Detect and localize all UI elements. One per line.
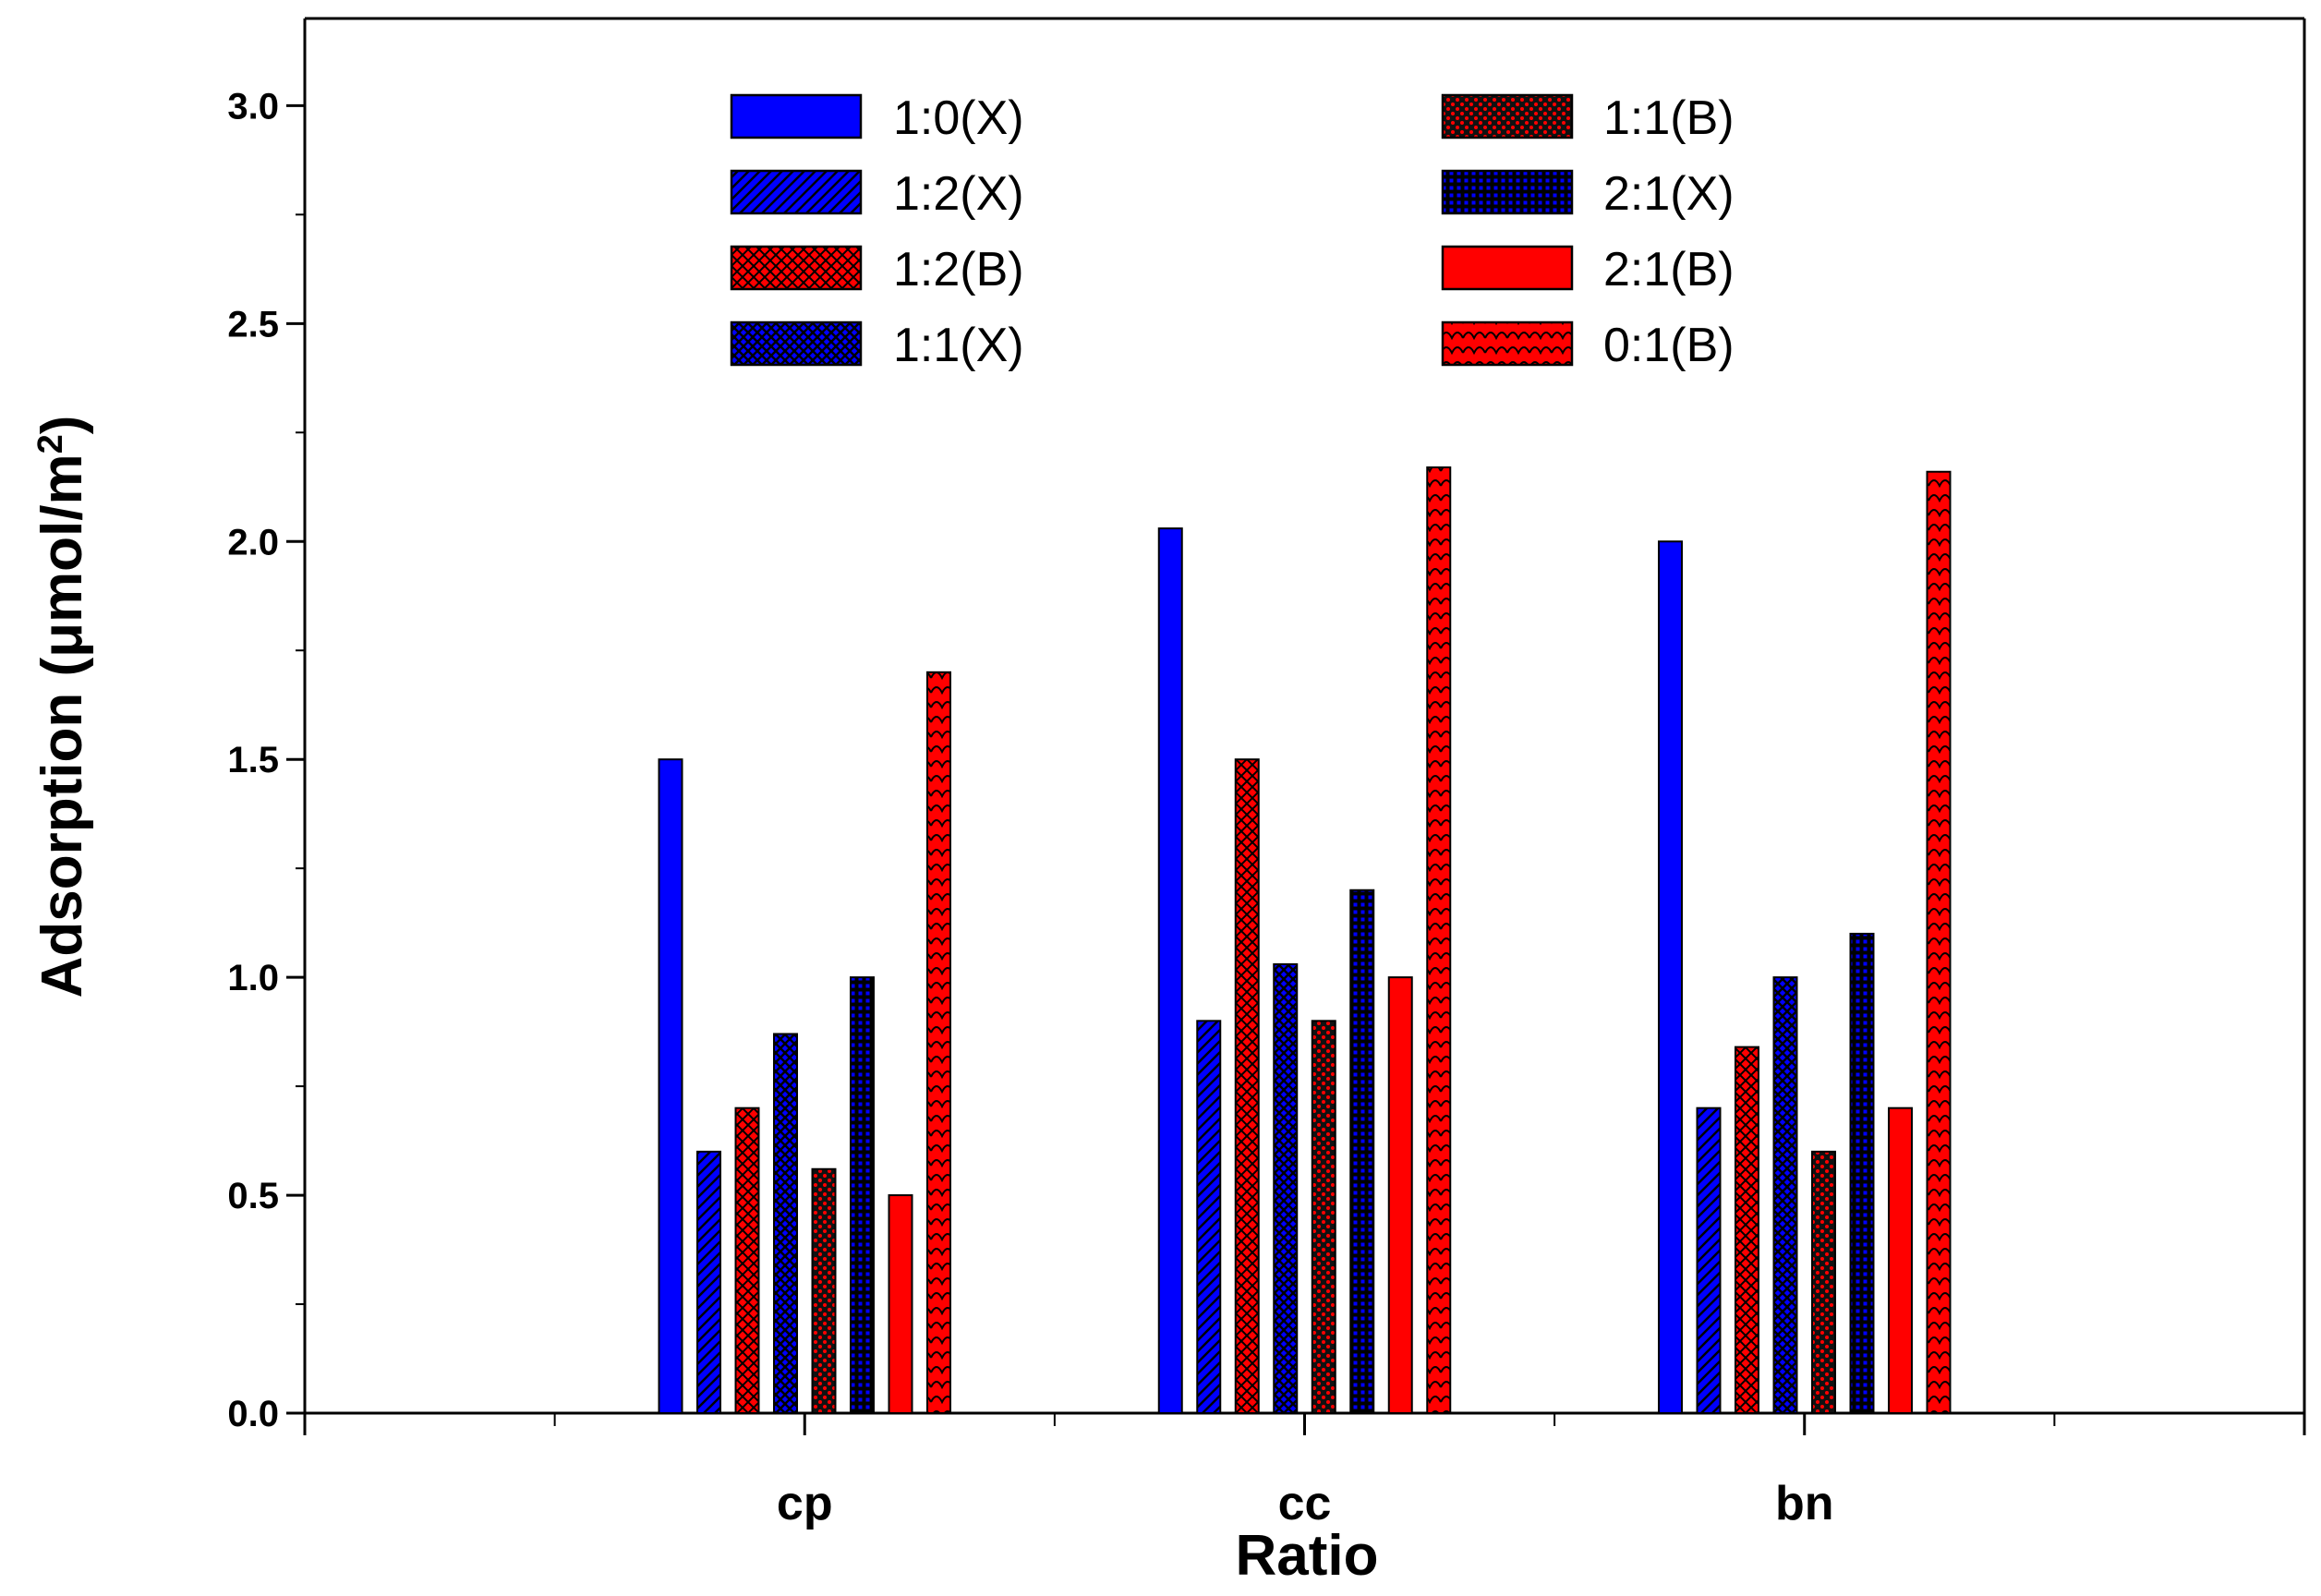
legend-swatch-1:2(B) bbox=[730, 245, 863, 291]
bar-cp-2:1(X) bbox=[850, 976, 875, 1414]
bars bbox=[658, 466, 1952, 1414]
y-tick-label: 0.5 bbox=[227, 1176, 279, 1216]
legend-label-1:2(X): 1:2(X) bbox=[893, 167, 1024, 221]
bar-cp-1:0(X) bbox=[658, 758, 683, 1414]
legend-label-1:1(X): 1:1(X) bbox=[893, 319, 1024, 372]
bar-bn-0:1(B) bbox=[1926, 470, 1952, 1414]
y-axis-title-main: Adsorption (μmol/m bbox=[30, 453, 94, 998]
y-axis: 0.0 0.5 1.0 1.5 2.0 2.5 3.0 bbox=[227, 18, 307, 1434]
y-tick-label: 0.0 bbox=[227, 1394, 279, 1434]
y-tick-label: 2.5 bbox=[227, 304, 279, 345]
bar-cc-2:1(X) bbox=[1349, 889, 1375, 1414]
legend-label-1:2(B): 1:2(B) bbox=[893, 243, 1024, 296]
legend-swatch-1:2(X) bbox=[730, 169, 863, 215]
x-category-label: cp bbox=[777, 1477, 833, 1530]
bar-bn-1:0(X) bbox=[1658, 540, 1683, 1414]
bar-cc-0:1(B) bbox=[1426, 466, 1452, 1414]
bar-bn-2:1(X) bbox=[1849, 932, 1875, 1414]
x-axis-title: Ratio bbox=[1236, 1524, 1379, 1588]
bar-bn-1:1(X) bbox=[1772, 976, 1798, 1414]
plot-frame bbox=[305, 17, 2306, 1413]
bar-bn-1:2(B) bbox=[1735, 1046, 1759, 1414]
legend-label-2:1(B): 2:1(B) bbox=[1603, 243, 1735, 296]
bar-cp-2:1(B) bbox=[888, 1194, 913, 1414]
bar-cc-1:0(X) bbox=[1157, 527, 1183, 1414]
legend-swatch-1:1(B) bbox=[1441, 93, 1574, 139]
y-tick-label: 2.0 bbox=[227, 522, 279, 562]
legend: 1:0(X) 1:1(B) 1:2(X) 2:1(X) 1:2(B) 2:1(B) 1:1(… bbox=[730, 91, 1735, 372]
y-axis-title-suffix: ) bbox=[30, 416, 94, 435]
legend-label-1:0(X): 1:0(X) bbox=[893, 91, 1024, 145]
legend-swatch-1:1(X) bbox=[730, 320, 863, 367]
bar-cc-2:1(B) bbox=[1387, 976, 1413, 1414]
y-axis-title: Adsorption (μmol/m2) bbox=[30, 416, 94, 998]
bar-cp-1:1(B) bbox=[811, 1167, 837, 1414]
legend-label-0:1(B): 0:1(B) bbox=[1603, 319, 1735, 372]
x-category-label: bn bbox=[1775, 1477, 1834, 1530]
legend-swatch-0:1(B) bbox=[1441, 320, 1574, 367]
legend-swatch-1:0(X) bbox=[730, 93, 863, 139]
y-tick-label: 1.5 bbox=[227, 740, 279, 780]
bar-bn-1:2(X) bbox=[1696, 1106, 1722, 1414]
y-axis-title-superscript: 2 bbox=[31, 434, 70, 453]
bar-cp-1:2(X) bbox=[696, 1150, 721, 1414]
legend-swatch-2:1(B) bbox=[1441, 245, 1574, 291]
legend-swatch-2:1(X) bbox=[1441, 169, 1574, 215]
y-tick-label: 3.0 bbox=[227, 86, 279, 127]
bar-cc-1:1(B) bbox=[1311, 1020, 1336, 1414]
bar-cp-1:2(B) bbox=[734, 1106, 760, 1414]
bar-cp-0:1(B) bbox=[926, 671, 951, 1414]
x-axis: cp cc bn bbox=[303, 1411, 2306, 1530]
bar-cc-1:1(X) bbox=[1273, 962, 1299, 1414]
x-category-label: cc bbox=[1278, 1477, 1332, 1530]
legend-label-2:1(X): 2:1(X) bbox=[1603, 167, 1735, 221]
bar-cp-1:1(X) bbox=[773, 1033, 798, 1414]
bar-bn-1:1(B) bbox=[1811, 1150, 1836, 1414]
legend-label-1:1(B): 1:1(B) bbox=[1603, 91, 1735, 145]
bar-bn-2:1(B) bbox=[1888, 1106, 1913, 1414]
bar-cc-1:2(X) bbox=[1196, 1020, 1222, 1414]
y-tick-label: 1.0 bbox=[227, 958, 279, 998]
bar-cc-1:2(B) bbox=[1234, 758, 1260, 1414]
